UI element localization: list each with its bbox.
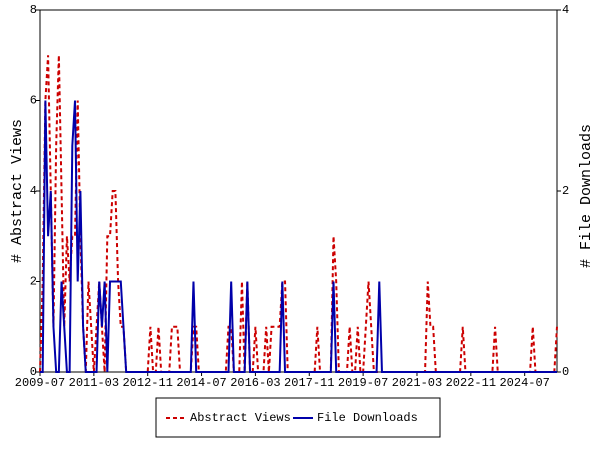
y2-tick-label: 0 <box>562 365 569 379</box>
y2-axis-label: # File Downloads <box>578 124 595 268</box>
x-tick-label: 2021-03 <box>392 376 442 390</box>
y-tick-label: 8 <box>30 3 37 17</box>
x-tick-label: 2024-07 <box>499 376 549 390</box>
y2-tick-label: 4 <box>562 3 569 17</box>
x-tick-label: 2016-03 <box>230 376 280 390</box>
x-tick-label: 2011-03 <box>69 376 119 390</box>
y-axis-label: # Abstract Views <box>9 119 26 263</box>
x-tick-label: 2022-11 <box>446 376 496 390</box>
series-line <box>40 100 557 373</box>
y-tick-label: 6 <box>30 94 37 108</box>
x-tick-label: 2009-07 <box>15 376 65 390</box>
legend-label: File Downloads <box>317 411 418 425</box>
plot-frame <box>39 9 558 373</box>
y-tick-label: 0 <box>30 365 37 379</box>
x-tick-label: 2019-07 <box>338 376 388 390</box>
y2-tick-label: 2 <box>562 184 569 198</box>
y-tick-label: 2 <box>30 275 37 289</box>
x-tick-label: 2017-11 <box>284 376 334 390</box>
x-tick-label: 2014-07 <box>176 376 226 390</box>
legend-label: Abstract Views <box>190 411 291 425</box>
series-line <box>39 55 558 373</box>
x-tick-label: 2012-11 <box>122 376 172 390</box>
y-tick-label: 4 <box>30 184 37 198</box>
